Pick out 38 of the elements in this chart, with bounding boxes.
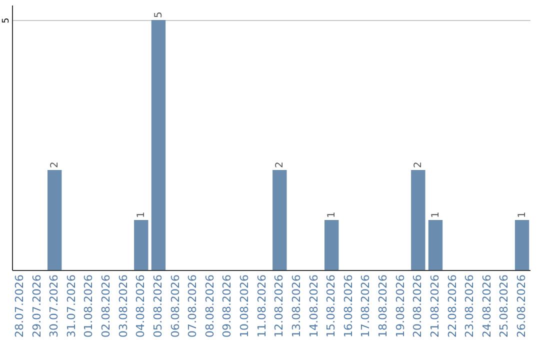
x-tick-label: 20.08.2026 <box>411 274 424 338</box>
data-label: 1 <box>326 212 338 218</box>
data-label: 5 <box>153 12 164 18</box>
x-tick-label: 26.08.2026 <box>515 274 528 338</box>
x-tick-label: 15.08.2026 <box>324 274 338 338</box>
data-label: 2 <box>274 162 286 168</box>
x-tick-label: 02.08.2026 <box>100 274 113 338</box>
x-tick-label: 07.08.2026 <box>186 274 200 338</box>
x-tick-label: 21.08.2026 <box>428 274 442 338</box>
x-tick-label: 06.08.2026 <box>168 274 182 338</box>
x-tick-label: 14.08.2026 <box>307 274 320 338</box>
x-tick-label: 09.08.2026 <box>220 274 234 338</box>
x-tick-label: 05.08.2026 <box>151 274 164 338</box>
x-tick-label: 08.08.2026 <box>203 274 216 338</box>
data-label: 1 <box>136 212 148 218</box>
data-label: 2 <box>50 162 61 168</box>
x-tick-label: 30.07.2026 <box>48 274 61 338</box>
x-tick-label: 10.08.2026 <box>238 274 252 338</box>
x-tick-label: 18.08.2026 <box>376 274 390 338</box>
x-tick-label: 12.08.2026 <box>272 274 286 338</box>
x-tick-label: 04.08.2026 <box>134 274 148 338</box>
x-tick-label: 13.08.2026 <box>290 274 303 338</box>
x-tick-label: 24.08.2026 <box>480 274 494 338</box>
x-tick-label: 17.08.2026 <box>359 274 372 338</box>
x-tick-label: 11.08.2026 <box>255 274 268 338</box>
x-tick-label: 22.08.2026 <box>446 274 459 338</box>
x-tick-label: 25.08.2026 <box>498 274 511 338</box>
x-tick-label: 19.08.2026 <box>394 274 407 338</box>
x-tick-label: 28.07.2026 <box>12 274 26 338</box>
x-tick-label: 23.08.2026 <box>463 274 476 338</box>
data-label: 1 <box>517 212 528 218</box>
x-tick-label: 03.08.2026 <box>116 274 130 338</box>
x-tick-label: 29.07.2026 <box>30 274 44 338</box>
data-label: 2 <box>413 162 424 168</box>
x-tick-label: 31.07.2026 <box>64 274 78 338</box>
data-label: 1 <box>430 212 442 218</box>
x-tick-label: 01.08.2026 <box>82 274 96 338</box>
x-tick-label: 16.08.2026 <box>342 274 355 338</box>
